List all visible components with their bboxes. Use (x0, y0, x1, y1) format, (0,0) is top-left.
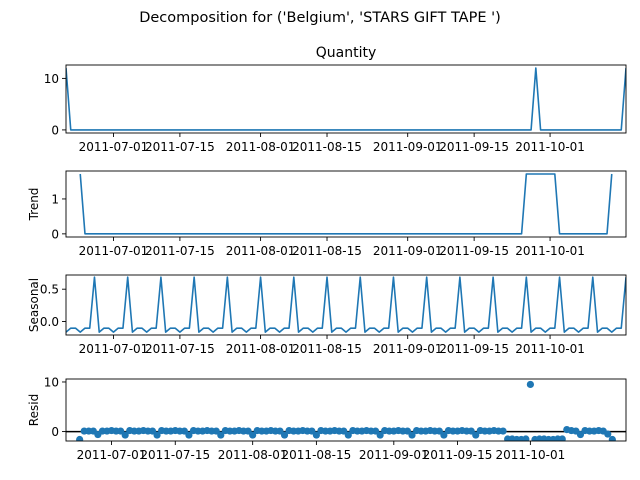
resid-point (312, 431, 321, 439)
y-tick-label: 0.5 (40, 283, 59, 297)
x-tick-label: 2011-07-15 (145, 140, 215, 154)
x-tick-label: 2011-10-01 (515, 244, 585, 258)
x-tick-label: 2011-10-01 (496, 448, 566, 462)
x-tick-label: 2011-09-15 (439, 140, 509, 154)
resid-point (499, 427, 507, 435)
y-axis-label: Resid (27, 394, 41, 426)
x-tick-label: 2011-07-01 (79, 342, 149, 356)
resid-point (185, 431, 193, 439)
x-tick-label: 2011-07-15 (145, 244, 215, 258)
x-tick-label: 2011-10-01 (515, 140, 585, 154)
resid-point (526, 380, 534, 389)
resid-point (153, 431, 161, 439)
x-tick-label: 2011-09-15 (423, 448, 493, 462)
resid-point (376, 431, 384, 439)
y-tick-label: 10 (44, 72, 59, 86)
series-group (79, 173, 613, 235)
x-tick-label: 2011-07-01 (79, 140, 149, 154)
resid-point (121, 431, 129, 439)
resid-point (249, 431, 257, 439)
x-tick-label: 2011-09-15 (439, 342, 509, 356)
axes-frame (65, 64, 627, 134)
series-group (66, 276, 626, 333)
x-tick-label: 2011-09-01 (373, 342, 443, 356)
x-tick-label: 2011-07-01 (79, 244, 149, 258)
panel-title: Quantity (316, 45, 377, 61)
y-axis-label: Seasonal (27, 278, 41, 332)
resid-point (472, 431, 480, 439)
x-tick-label: 2011-07-15 (140, 448, 210, 462)
x-tick-label: 2011-08-01 (226, 342, 296, 356)
series-group (66, 67, 626, 131)
x-tick-label: 2011-08-15 (292, 244, 362, 258)
x-tick-label: 2011-08-15 (292, 342, 362, 356)
resid-point (608, 435, 616, 441)
figure-suptitle: Decomposition for ('Belgium', 'STARS GIF… (139, 10, 501, 26)
x-tick-label: 2011-08-01 (226, 244, 296, 258)
x-tick-label: 2011-08-01 (226, 140, 296, 154)
resid-point (604, 430, 612, 438)
axes-frame (65, 170, 627, 238)
x-tick-label: 2011-09-15 (439, 244, 509, 258)
y-axis-label: Trend (27, 188, 41, 222)
x-tick-label: 2011-09-01 (359, 448, 429, 462)
series-line (66, 276, 626, 333)
y-tick-label: 0 (51, 123, 59, 137)
x-tick-label: 2011-08-15 (282, 448, 352, 462)
resid-point (522, 435, 530, 441)
x-tick-label: 2011-07-01 (77, 448, 147, 462)
y-tick-label: 1 (51, 192, 59, 206)
series-line (66, 67, 626, 131)
resid-point (76, 435, 84, 441)
series-line (79, 173, 613, 235)
x-tick-label: 2011-09-01 (373, 244, 443, 258)
y-tick-label: 0.0 (40, 315, 59, 329)
axes-frame (65, 274, 627, 336)
resid-point (280, 431, 289, 439)
x-tick-label: 2011-08-15 (292, 140, 362, 154)
resid-point (558, 435, 566, 441)
resid-point (408, 431, 416, 439)
x-tick-label: 2011-09-01 (373, 140, 443, 154)
x-tick-label: 2011-07-15 (145, 342, 215, 356)
x-tick-label: 2011-10-01 (515, 342, 585, 356)
resid-point (440, 431, 448, 439)
series-group (66, 380, 626, 441)
y-tick-label: 0 (51, 425, 59, 439)
y-tick-label: 10 (44, 375, 59, 389)
resid-point (217, 431, 225, 439)
y-tick-label: 0 (51, 227, 59, 241)
resid-point (344, 431, 352, 439)
x-tick-label: 2011-08-01 (218, 448, 288, 462)
axes-frame (65, 378, 627, 442)
